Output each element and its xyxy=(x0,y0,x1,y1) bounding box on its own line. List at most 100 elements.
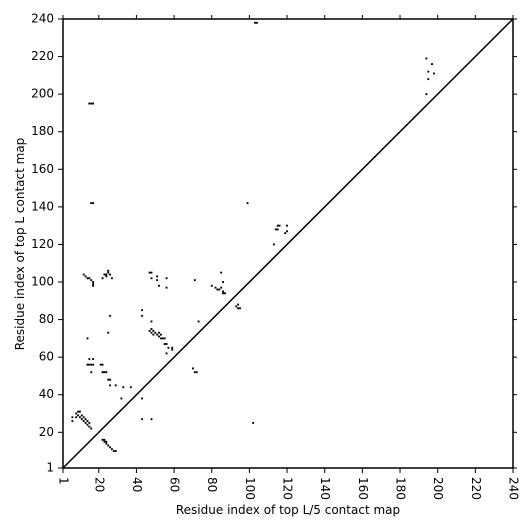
contact-point xyxy=(86,420,89,422)
x-tick-label: 220 xyxy=(469,477,483,500)
contact-point xyxy=(71,420,74,422)
contact-point xyxy=(156,275,159,278)
contact-point xyxy=(216,288,219,291)
contact-point xyxy=(152,329,155,332)
contact-point xyxy=(82,273,85,276)
contact-point xyxy=(161,337,164,340)
contact-point xyxy=(114,450,117,453)
contact-point xyxy=(80,418,83,421)
contact-point xyxy=(88,425,91,428)
contact-point xyxy=(167,346,170,349)
contact-point xyxy=(252,421,255,424)
diagonal xyxy=(62,18,514,469)
contact-point xyxy=(122,386,125,389)
contact-point xyxy=(255,21,258,24)
contact-point xyxy=(111,277,113,280)
x-tick-label: 20 xyxy=(92,477,106,492)
contact-point xyxy=(152,333,155,336)
contact-point xyxy=(77,414,80,417)
x-tick-label: 60 xyxy=(168,477,182,492)
y-tick-label: 160 xyxy=(31,162,54,176)
contact-point xyxy=(105,440,108,443)
contact-point xyxy=(105,275,108,278)
contact-point xyxy=(165,277,168,280)
contact-point xyxy=(88,277,91,280)
contact-point xyxy=(109,314,112,317)
y-tick-label: 180 xyxy=(31,124,54,138)
contact-point xyxy=(193,371,196,374)
contact-point xyxy=(220,286,223,289)
contact-point xyxy=(150,418,153,421)
contact-point xyxy=(150,320,153,323)
contact-point xyxy=(150,328,153,330)
contact-point xyxy=(105,371,108,374)
contact-point xyxy=(112,450,115,453)
contact-point xyxy=(75,416,78,419)
contact-point xyxy=(107,271,110,274)
y-tick-label: 220 xyxy=(31,49,54,63)
y-tick-label: 1 xyxy=(46,461,54,475)
contact-point xyxy=(235,305,238,308)
x-tick-label: 40 xyxy=(130,477,144,492)
contact-point xyxy=(141,418,144,421)
contact-point xyxy=(86,277,89,280)
contact-point xyxy=(92,102,95,105)
contact-point xyxy=(154,331,157,334)
contact-point xyxy=(150,277,153,280)
contact-point xyxy=(88,358,91,360)
contact-point xyxy=(284,232,287,235)
contact-point xyxy=(120,397,123,400)
contact-point xyxy=(171,346,174,349)
contact-point xyxy=(272,243,275,246)
contact-point xyxy=(159,337,162,340)
contact-point xyxy=(90,363,93,366)
contact-point xyxy=(86,363,89,366)
x-tick-label: 80 xyxy=(205,477,219,492)
contact-point xyxy=(101,363,104,366)
contact-point xyxy=(158,284,160,287)
x-tick-label: 200 xyxy=(431,477,445,500)
x-tick-label: 100 xyxy=(243,477,257,500)
y-axis-label: Residue index of top L contact map xyxy=(13,138,27,351)
contact-point xyxy=(107,331,110,334)
contact-point xyxy=(276,224,279,227)
contact-point xyxy=(90,102,93,105)
contact-point xyxy=(92,282,95,285)
y-tick-label: 240 xyxy=(31,12,54,26)
contact-point xyxy=(107,444,110,447)
contact-point xyxy=(274,228,277,231)
contact-point xyxy=(254,21,256,24)
contact-point xyxy=(193,279,196,282)
contact-point xyxy=(220,271,223,274)
y-tick-label: 120 xyxy=(31,237,54,251)
contact-point xyxy=(86,337,89,340)
contact-point xyxy=(156,279,159,282)
x-tick-label: 160 xyxy=(356,477,370,500)
contact-point xyxy=(103,440,106,443)
contact-point xyxy=(79,416,81,419)
contact-point xyxy=(109,378,112,381)
contact-point xyxy=(197,320,200,323)
contact-point xyxy=(218,288,221,291)
contact-point xyxy=(237,307,240,310)
contact-point xyxy=(158,335,160,338)
contact-point xyxy=(141,314,144,317)
y-tick-label: 200 xyxy=(31,87,54,101)
contact-point xyxy=(88,363,91,366)
x-axis-label: Residue index of top L/5 contact map xyxy=(176,503,400,517)
contact-point xyxy=(246,202,249,205)
y-tick-label: 20 xyxy=(39,425,54,439)
contact-point xyxy=(195,371,198,374)
contact-point xyxy=(80,414,83,417)
contact-point xyxy=(239,307,241,310)
contact-point xyxy=(90,202,93,205)
contact-point xyxy=(92,281,95,283)
contact-point xyxy=(90,371,93,374)
x-tick-label: 120 xyxy=(281,477,295,500)
contact-point xyxy=(165,343,168,345)
contact-point xyxy=(103,273,106,276)
y-tick-label: 60 xyxy=(39,350,54,364)
contact-point xyxy=(88,102,91,105)
contact-point xyxy=(148,329,151,332)
